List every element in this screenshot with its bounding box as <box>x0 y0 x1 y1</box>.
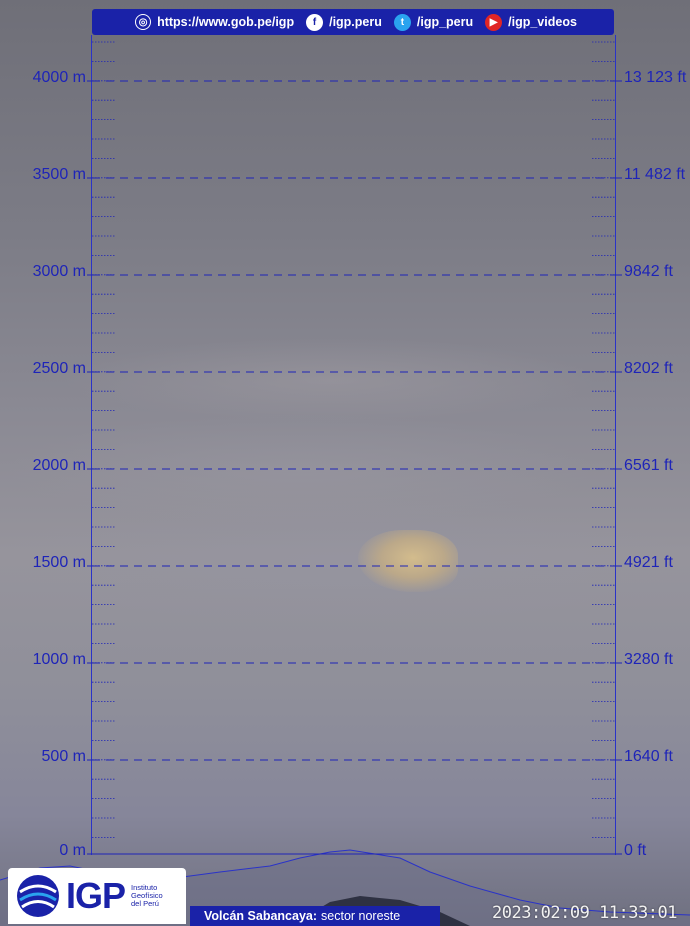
igp-logo: IGP Instituto Geofísico del Perú <box>8 868 186 924</box>
altitude-label-ft: 1640 ft <box>624 748 673 765</box>
left-scale-line <box>91 35 92 855</box>
logo-subtitle: Instituto Geofísico del Perú <box>131 882 163 909</box>
altitude-label-ft: 9842 ft <box>624 263 673 280</box>
header-links-bar: ◎ https://www.gob.pe/igp f /igp.peru t /… <box>92 9 614 35</box>
youtube-icon: ▶ <box>485 13 503 31</box>
twitter-icon: t <box>393 13 411 31</box>
volcano-name: Volcán Sabancaya: <box>204 909 318 923</box>
volcano-caption: Volcán Sabancaya: sector noreste <box>190 906 440 926</box>
website-link[interactable]: https://www.gob.pe/igp <box>157 15 295 29</box>
igp-logo-mark-icon <box>17 875 59 917</box>
altitude-label-m: 4000 m <box>32 69 86 86</box>
right-scale-line <box>615 35 616 855</box>
globe-icon: ◎ <box>135 14 152 30</box>
facebook-link[interactable]: /igp.peru <box>329 15 382 29</box>
altitude-label-ft: 11 482 ft <box>624 166 686 183</box>
logo-wordmark: IGP <box>66 875 126 916</box>
altitude-label-m: 3000 m <box>32 263 86 280</box>
altitude-label-ft: 0 ft <box>624 842 647 859</box>
altitude-label-m: 2000 m <box>32 457 86 474</box>
timestamp: 2023:02:09 11:33:01 <box>492 903 677 923</box>
altitude-label-m: 1500 m <box>32 554 86 571</box>
volcanic-plume <box>358 530 458 592</box>
altitude-label-m: 1000 m <box>32 651 86 668</box>
altitude-label-ft: 3280 ft <box>624 651 673 668</box>
altitude-label-ft: 13 123 ft <box>624 69 687 86</box>
altitude-label-m: 0 m <box>59 842 86 859</box>
altitude-label-m: 500 m <box>41 748 86 765</box>
altitude-label-ft: 8202 ft <box>624 360 673 377</box>
altitude-label-m: 3500 m <box>32 166 86 183</box>
altitude-label-m: 2500 m <box>32 360 86 377</box>
facebook-icon: f <box>306 13 324 31</box>
volcano-sector: sector noreste <box>321 909 401 923</box>
youtube-link[interactable]: /igp_videos <box>508 15 577 29</box>
altitude-label-ft: 6561 ft <box>624 457 673 474</box>
altitude-label-ft: 4921 ft <box>624 554 673 571</box>
twitter-link[interactable]: /igp_peru <box>416 15 474 29</box>
